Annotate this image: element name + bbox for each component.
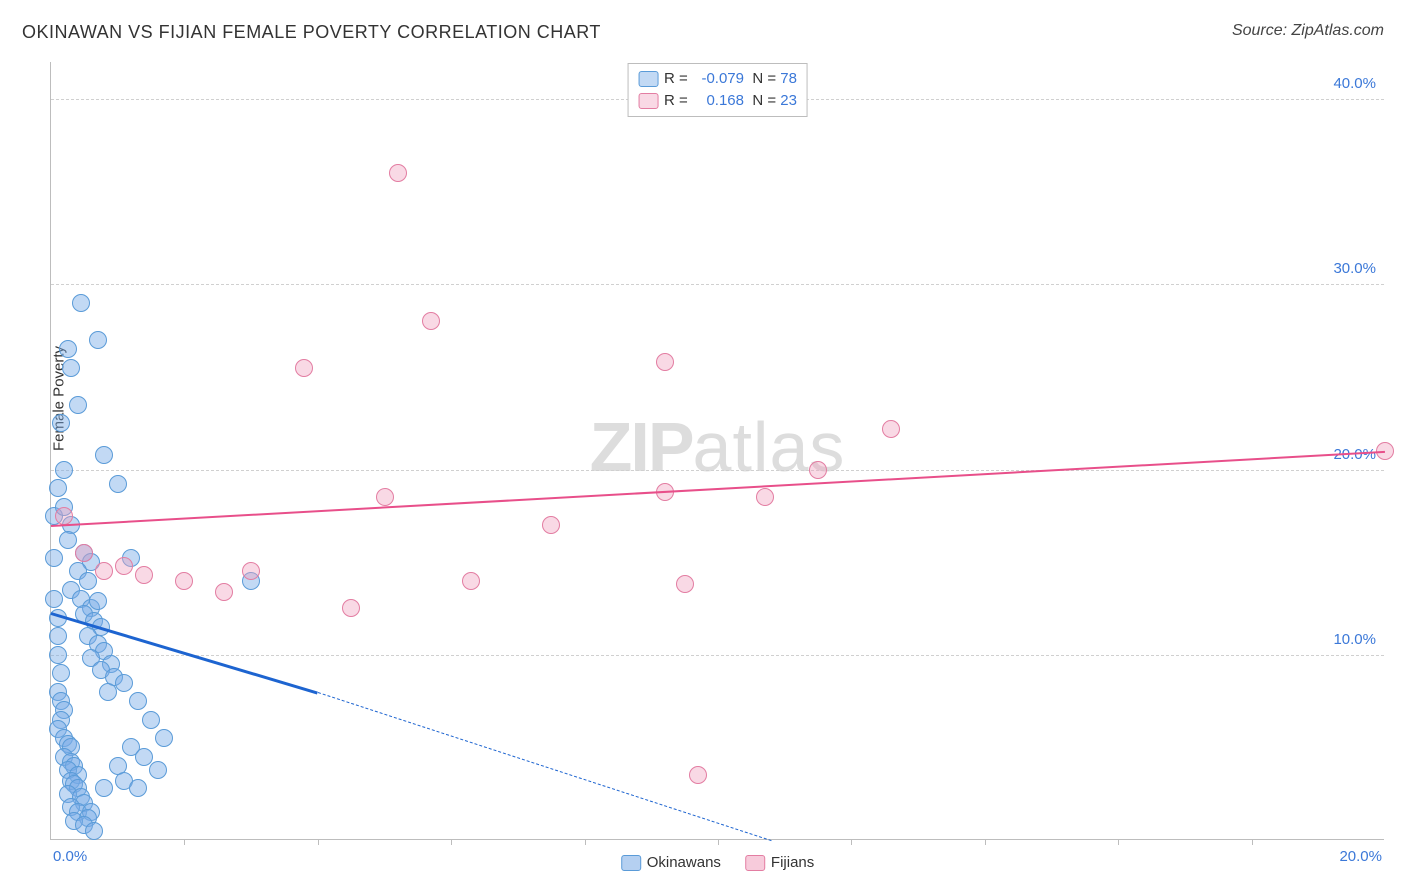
data-point — [72, 294, 90, 312]
data-point — [49, 646, 67, 664]
legend-swatch — [745, 855, 765, 871]
data-point — [95, 562, 113, 580]
data-point — [155, 729, 173, 747]
data-point — [129, 779, 147, 797]
x-tick-label: 20.0% — [1339, 848, 1382, 865]
y-tick-label: 30.0% — [1333, 260, 1376, 277]
x-tick — [451, 839, 452, 845]
data-point — [55, 507, 73, 525]
legend-stat: R = -0.079 N = 78 — [664, 68, 797, 90]
x-tick — [1252, 839, 1253, 845]
data-point — [49, 627, 67, 645]
data-point — [59, 531, 77, 549]
data-point — [142, 711, 160, 729]
data-point — [129, 692, 147, 710]
data-point — [676, 575, 694, 593]
y-tick-label: 40.0% — [1333, 75, 1376, 92]
x-tick — [585, 839, 586, 845]
y-tick-label: 10.0% — [1333, 631, 1376, 648]
data-point — [62, 359, 80, 377]
data-point — [175, 572, 193, 590]
data-point — [75, 544, 93, 562]
data-point — [69, 396, 87, 414]
x-tick-label: 0.0% — [53, 848, 87, 865]
data-point — [389, 164, 407, 182]
legend-row: R = 0.168 N = 23 — [638, 90, 797, 112]
legend-swatch — [638, 93, 658, 109]
data-point — [59, 340, 77, 358]
legend-stat: R = 0.168 N = 23 — [664, 90, 797, 112]
data-point — [52, 414, 70, 432]
x-tick — [718, 839, 719, 845]
data-point — [55, 461, 73, 479]
data-point — [85, 822, 103, 840]
data-point — [242, 562, 260, 580]
data-point — [109, 475, 127, 493]
plot-area: ZIPatlas Female Poverty R = -0.079 N = 7… — [50, 62, 1384, 840]
data-point — [45, 590, 63, 608]
data-point — [95, 779, 113, 797]
data-point — [99, 683, 117, 701]
data-point — [542, 516, 560, 534]
chart-title: OKINAWAN VS FIJIAN FEMALE POVERTY CORREL… — [22, 22, 601, 43]
data-point — [135, 566, 153, 584]
watermark: ZIPatlas — [590, 407, 846, 487]
data-point — [809, 461, 827, 479]
legend-item: Okinawans — [621, 854, 721, 871]
x-tick — [851, 839, 852, 845]
data-point — [95, 446, 113, 464]
data-point — [882, 420, 900, 438]
data-point — [342, 599, 360, 617]
data-point — [89, 592, 107, 610]
data-point — [115, 557, 133, 575]
data-point — [462, 572, 480, 590]
data-point — [756, 488, 774, 506]
series-legend: Okinawans Fijians — [621, 854, 815, 871]
data-point — [89, 331, 107, 349]
data-point — [422, 312, 440, 330]
gridline — [51, 470, 1384, 471]
legend-swatch — [638, 71, 658, 87]
gridline — [51, 655, 1384, 656]
legend-swatch — [621, 855, 641, 871]
data-point — [115, 674, 133, 692]
gridline — [51, 284, 1384, 285]
data-point — [79, 572, 97, 590]
x-tick — [1118, 839, 1119, 845]
x-tick — [318, 839, 319, 845]
data-point — [149, 761, 167, 779]
trend-line — [318, 692, 772, 841]
data-point — [376, 488, 394, 506]
legend-label: Fijians — [771, 854, 814, 871]
data-point — [295, 359, 313, 377]
x-tick — [985, 839, 986, 845]
trend-line — [51, 451, 1385, 527]
data-point — [49, 479, 67, 497]
data-point — [215, 583, 233, 601]
source-attribution: Source: ZipAtlas.com — [1232, 22, 1384, 40]
data-point — [656, 353, 674, 371]
data-point — [52, 664, 70, 682]
data-point — [689, 766, 707, 784]
data-point — [45, 549, 63, 567]
x-tick — [184, 839, 185, 845]
legend-item: Fijians — [745, 854, 814, 871]
legend-label: Okinawans — [647, 854, 721, 871]
legend-row: R = -0.079 N = 78 — [638, 68, 797, 90]
correlation-legend: R = -0.079 N = 78R = 0.168 N = 23 — [627, 63, 808, 117]
